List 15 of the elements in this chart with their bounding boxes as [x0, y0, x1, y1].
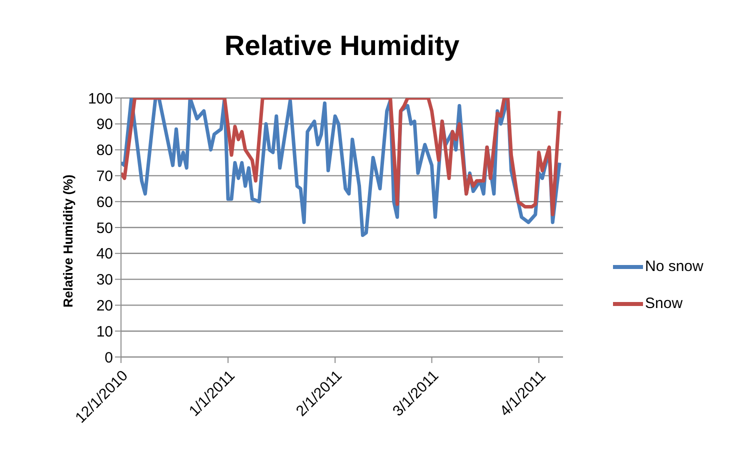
y-tick-label: 30 — [96, 272, 113, 289]
legend-label: Snow — [645, 295, 683, 312]
legend-label: No snow — [645, 258, 704, 275]
y-tick-label: 20 — [96, 298, 113, 315]
chart-title: Relative Humidity — [224, 30, 460, 62]
y-tick-label: 40 — [96, 246, 113, 263]
y-tick-label: 60 — [96, 194, 113, 211]
y-tick-label: 80 — [96, 142, 113, 160]
y-tick-label: 10 — [96, 323, 113, 340]
y-tick-label: 0 — [104, 349, 113, 366]
y-tick-label: 70 — [96, 168, 113, 186]
y-tick-label: 90 — [96, 116, 113, 134]
y-tick-label: 100 — [88, 90, 113, 108]
y-axis-title: Relative Humidity (%) — [60, 174, 76, 308]
y-tick-label: 50 — [96, 220, 113, 237]
